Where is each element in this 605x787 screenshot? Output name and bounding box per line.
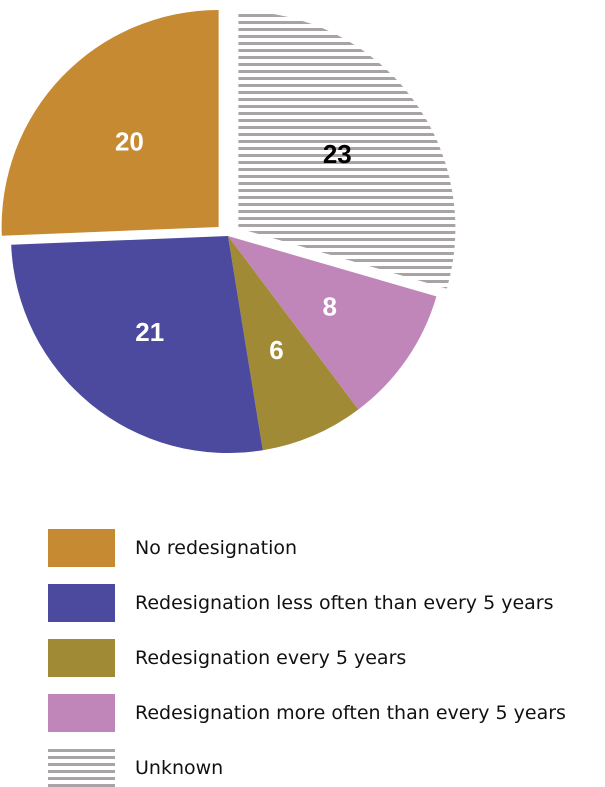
legend-item: Redesignation more often than every 5 ye… bbox=[48, 694, 566, 732]
legend-label: Redesignation every 5 years bbox=[135, 647, 407, 669]
slice-value-label: 23 bbox=[323, 139, 352, 169]
pie-slice-redesignation-every-5-years bbox=[228, 236, 359, 451]
legend-swatch bbox=[48, 639, 115, 677]
legend-swatch bbox=[48, 529, 115, 567]
legend-item: No redesignation bbox=[48, 529, 566, 567]
legend-item: Redesignation less often than every 5 ye… bbox=[48, 584, 566, 622]
pie-slice-unknown bbox=[238, 11, 456, 289]
legend-swatch bbox=[48, 749, 115, 787]
slice-value-label: 20 bbox=[115, 126, 144, 156]
legend: No redesignation Redesignation less often… bbox=[48, 529, 566, 787]
legend-label: Redesignation less often than every 5 ye… bbox=[135, 592, 554, 614]
legend-item: Unknown bbox=[48, 749, 566, 787]
pie-slice-redesignation-more-often-than-every-5-years bbox=[228, 236, 437, 410]
legend-label: No redesignation bbox=[135, 537, 298, 559]
pie-chart: 23 8 6 21 20 bbox=[1, 9, 456, 453]
pie-slice-no-redesignation bbox=[1, 9, 219, 236]
legend-item: Redesignation every 5 years bbox=[48, 639, 566, 677]
legend-label: Redesignation more often than every 5 ye… bbox=[135, 702, 566, 724]
slice-value-label: 8 bbox=[323, 291, 337, 321]
legend-swatch bbox=[48, 694, 115, 732]
slice-value-label: 6 bbox=[269, 335, 283, 365]
legend-label: Unknown bbox=[135, 757, 224, 779]
slice-value-label: 21 bbox=[135, 317, 164, 347]
pie-slice-redesignation-less-often-than-every-5-years bbox=[11, 236, 263, 453]
legend-swatch bbox=[48, 584, 115, 622]
